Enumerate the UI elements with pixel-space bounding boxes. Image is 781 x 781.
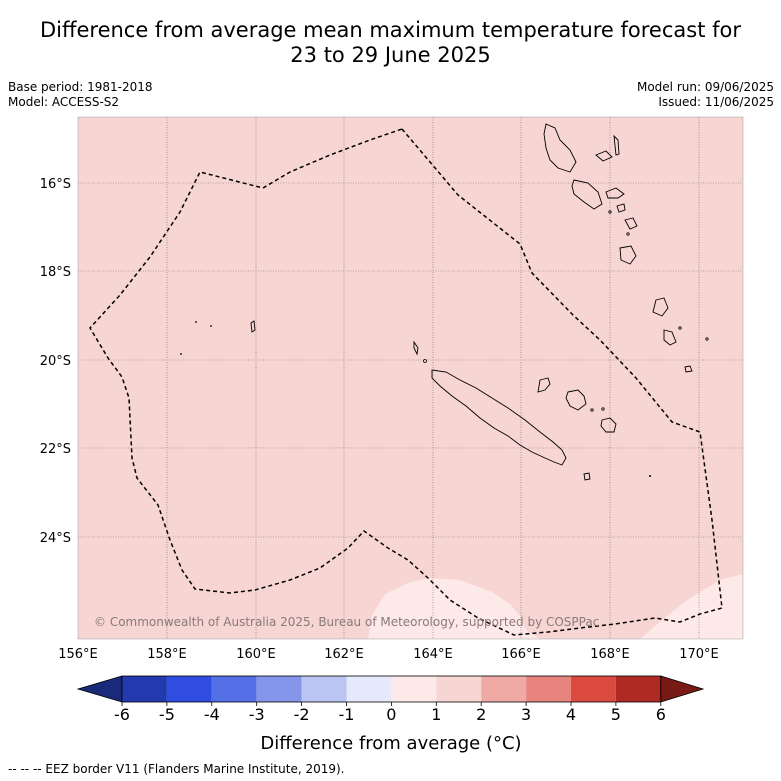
- lat-label: 16°S: [40, 177, 71, 192]
- base-period: Base period: 1981-2018: [8, 80, 153, 94]
- colorbar-segment: [571, 676, 616, 702]
- lon-label: 158°E: [147, 647, 187, 662]
- erromango-island: [619, 245, 637, 265]
- efate-island: [624, 217, 638, 230]
- new-caledonia-island: [431, 369, 567, 466]
- belep-islands: [413, 340, 419, 356]
- lat-label: 22°S: [40, 442, 71, 457]
- aneityum-island: [684, 365, 693, 373]
- colorbar-segment: [346, 676, 392, 702]
- colorbar-segment: [301, 676, 347, 702]
- anomaly-patch-light: [368, 578, 540, 639]
- lon-label: 156°E: [58, 647, 98, 662]
- colorbar-segment: [256, 676, 302, 702]
- colorbar-tick-label: -3: [249, 705, 265, 724]
- colorbar-extend-high: [660, 675, 705, 703]
- colorbar-tick-label: 4: [566, 705, 576, 724]
- isle-of-pines: [583, 472, 591, 481]
- lon-label: 166°E: [501, 647, 541, 662]
- lon-label: 162°E: [324, 647, 364, 662]
- colorbar-extend-low: [76, 675, 123, 703]
- colorbar-segment: [526, 676, 571, 702]
- colorbar-tick-label: -6: [114, 705, 130, 724]
- tanna-island: [663, 329, 677, 346]
- small-islet: [195, 321, 197, 323]
- title-line-1: Difference from average mean maximum tem…: [40, 18, 741, 42]
- colorbar-tick-label: 6: [656, 705, 666, 724]
- colorbar-segment: [436, 676, 482, 702]
- chesterfield-reef: [250, 320, 256, 333]
- small-islet: [649, 475, 651, 477]
- malekula-island: [571, 179, 603, 210]
- lifou-island: [565, 389, 587, 411]
- colorbar-segment: [391, 676, 437, 702]
- chart-title: Difference from average mean maximum tem…: [0, 18, 781, 68]
- small-islet: [590, 408, 594, 412]
- lat-label: 18°S: [40, 265, 71, 280]
- lon-label: 160°E: [236, 647, 276, 662]
- small-islet: [678, 326, 682, 330]
- colorbar-tick-label: -5: [159, 705, 175, 724]
- colorbar-tick-label: 5: [611, 705, 621, 724]
- map-background: [78, 117, 743, 639]
- malo-island: [595, 150, 613, 162]
- small-islet: [601, 407, 605, 411]
- eez-border: [89, 128, 723, 636]
- epi-island: [616, 203, 626, 213]
- small-islet: [210, 325, 212, 327]
- colorbar-tick-label: -4: [204, 705, 220, 724]
- lon-labels: 156°E 158°E 160°E 162°E 164°E 166°E 168°…: [58, 647, 719, 662]
- colorbar: [76, 675, 705, 703]
- title-line-2: 23 to 29 June 2025: [290, 43, 491, 67]
- lon-label: 170°E: [679, 647, 719, 662]
- colorbar-ticks: -6 -5 -4 -3 -2 -1 0 1 2 3 4 5 6: [114, 702, 666, 724]
- small-islet: [705, 337, 709, 341]
- colorbar-tick-label: 3: [521, 705, 531, 724]
- colorbar-tick-label: -2: [294, 705, 310, 724]
- small-islet: [423, 359, 427, 363]
- ambrym-island: [605, 187, 625, 199]
- lon-label: 164°E: [413, 647, 453, 662]
- issued-date: Issued: 11/06/2025: [658, 95, 774, 109]
- mare-island: [600, 417, 617, 433]
- lifou-north-island: [652, 297, 669, 317]
- eez-footer-note: -- -- -- EEZ border V11 (Flanders Marine…: [8, 762, 345, 776]
- colorbar-tick-label: -1: [339, 705, 355, 724]
- lat-label: 24°S: [40, 531, 71, 546]
- anomaly-patch-light: [640, 574, 743, 639]
- colorbar-tick-label: 2: [476, 705, 486, 724]
- lat-labels: 16°S 18°S 20°S 22°S 24°S: [40, 177, 71, 546]
- colorbar-segment: [122, 676, 167, 702]
- colorbar-segment: [615, 676, 661, 702]
- small-islet: [608, 210, 612, 214]
- meta-left: Base period: 1981-2018 Model: ACCESS-S2: [8, 80, 153, 110]
- colorbar-tick-label: 1: [431, 705, 441, 724]
- colorbar-tick-label: 0: [386, 705, 396, 724]
- ouvea-island: [537, 377, 551, 393]
- colorbar-segment: [166, 676, 212, 702]
- model-name: Model: ACCESS-S2: [8, 95, 120, 109]
- map-area: [77, 116, 744, 640]
- colorbar-label: Difference from average (°C): [260, 733, 521, 754]
- map-frame: [77, 116, 744, 640]
- meta-right: Model run: 09/06/2025 Issued: 11/06/2025: [637, 80, 774, 110]
- maewo-island: [613, 134, 620, 156]
- espiritu-santo-island: [543, 123, 577, 173]
- lat-label: 20°S: [40, 354, 71, 369]
- small-islet: [626, 232, 630, 236]
- colorbar-segment: [481, 676, 527, 702]
- copyright-note: © Commonwealth of Australia 2025, Bureau…: [94, 615, 599, 629]
- gridlines: [78, 117, 743, 639]
- model-run: Model run: 09/06/2025: [636, 80, 774, 94]
- small-islet: [180, 353, 182, 355]
- lon-label: 168°E: [590, 647, 630, 662]
- colorbar-segment: [211, 676, 257, 702]
